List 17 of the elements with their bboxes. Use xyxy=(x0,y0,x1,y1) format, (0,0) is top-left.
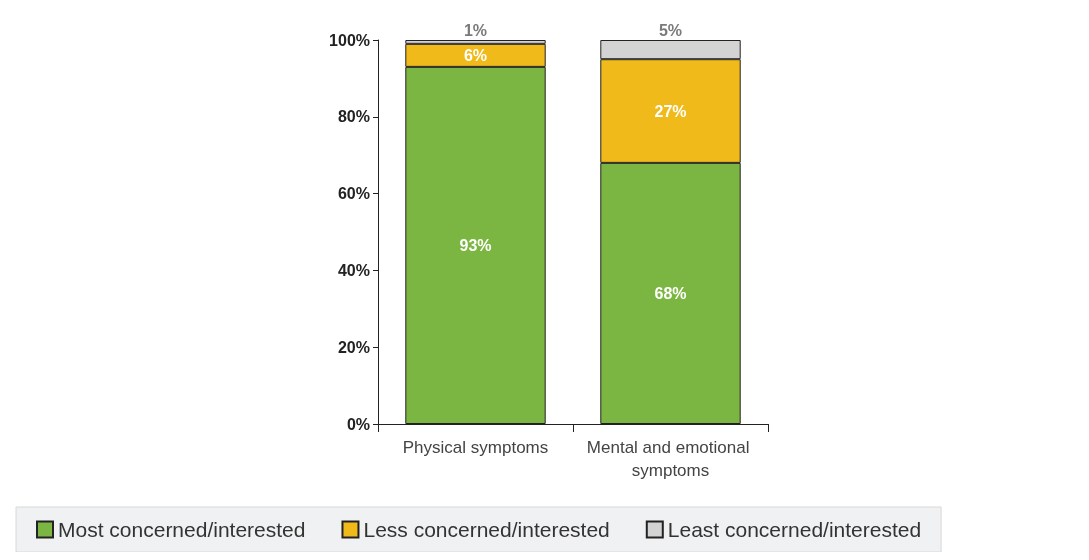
data-label: 27% xyxy=(654,102,687,120)
data-label: 5% xyxy=(658,21,683,39)
y-tick-label: 20% xyxy=(337,338,370,356)
y-tick-label: 60% xyxy=(337,185,370,203)
data-label: 1% xyxy=(463,21,488,39)
x-tick-label: Mental and emotional symptoms xyxy=(586,438,755,480)
data-label: 6% xyxy=(463,46,488,64)
y-tick-label: 40% xyxy=(337,261,370,279)
legend-label: Less concerned/interested xyxy=(363,518,610,541)
x-tick-label: Physical symptoms xyxy=(402,438,549,457)
data-label: 68% xyxy=(654,284,687,302)
legend-label: Least concerned/interested xyxy=(667,518,922,541)
y-tick-label: 80% xyxy=(337,108,370,126)
y-tick-label: 0% xyxy=(346,415,370,433)
legend-label: Most concerned/interested xyxy=(58,518,306,541)
y-tick-label: 100% xyxy=(329,31,370,49)
data-label: 93% xyxy=(459,236,492,254)
